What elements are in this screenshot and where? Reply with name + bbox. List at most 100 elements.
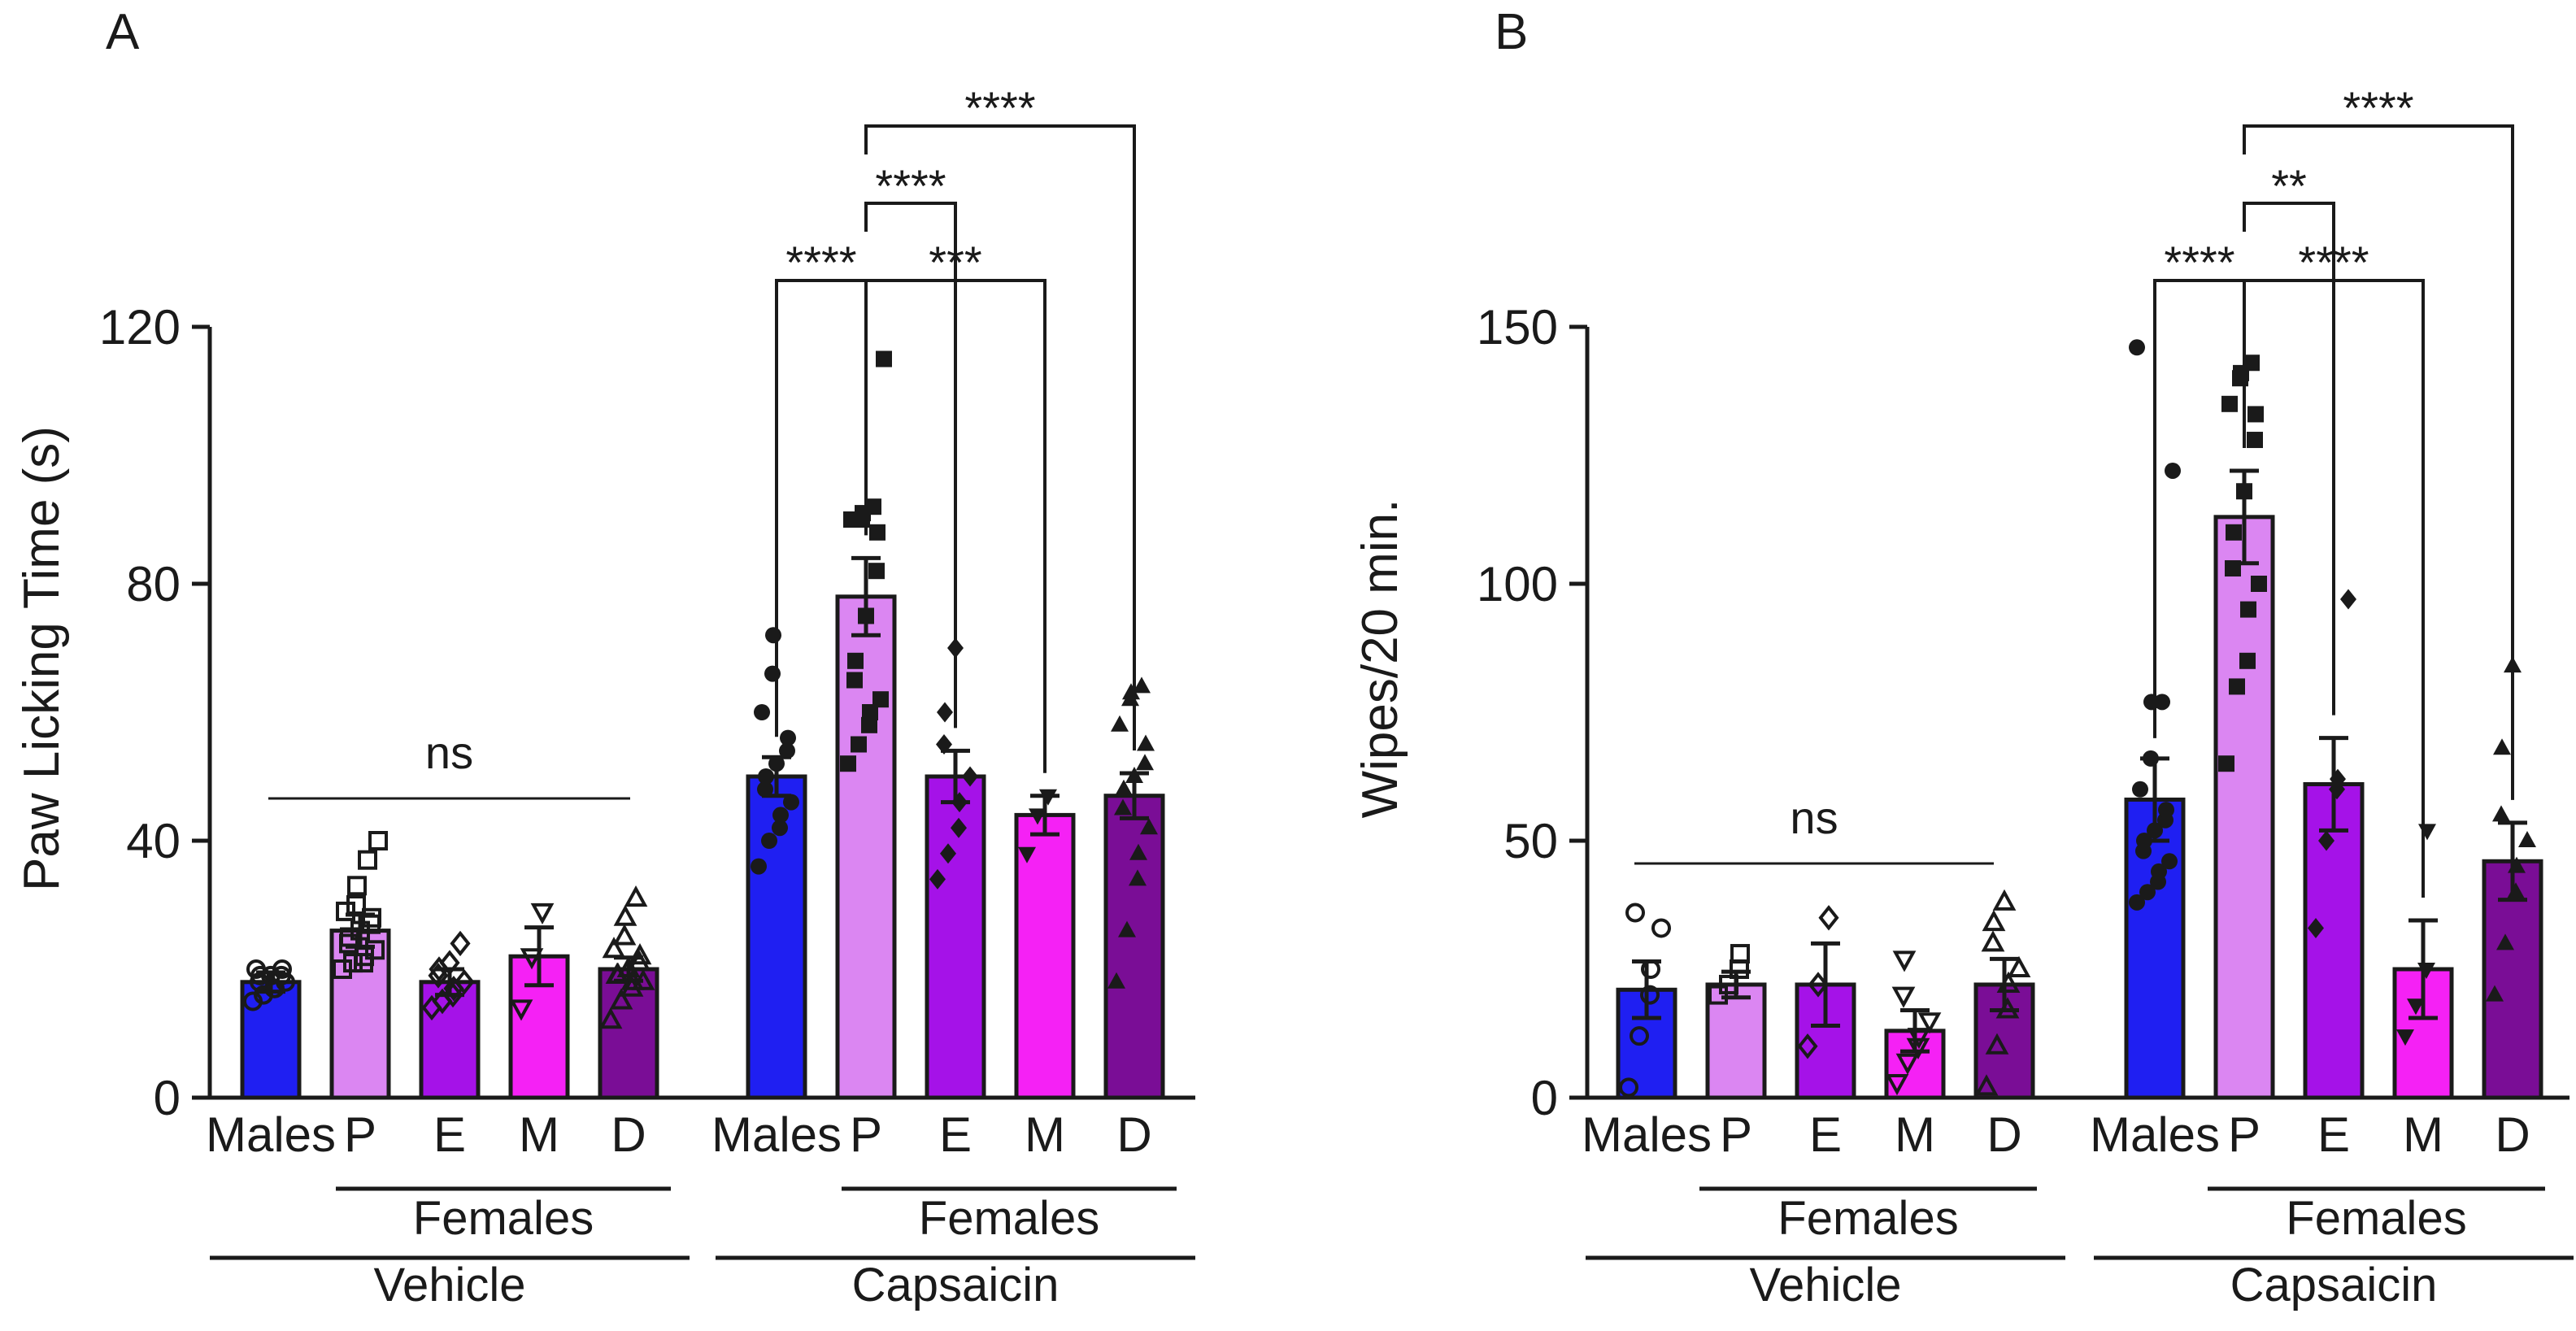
females-label: Females: [2286, 1192, 2466, 1245]
significance-label: ****: [2298, 237, 2369, 288]
x-tick-label: D: [611, 1107, 646, 1162]
y-tick-label: 0: [1531, 1071, 1558, 1125]
data-point: [861, 716, 877, 733]
data-point: [1641, 959, 1660, 979]
significance-bracket: [864, 279, 1046, 773]
x-tick-label: M: [1025, 1107, 1065, 1162]
data-point: [1029, 808, 1046, 825]
data-point: [758, 768, 774, 785]
x-tick-label: M: [1895, 1107, 1935, 1162]
panel-label: A: [106, 4, 140, 60]
data-point: [1129, 843, 1147, 860]
data-point: [272, 959, 292, 979]
significance-label: ****: [875, 160, 946, 211]
data-point: [1892, 950, 1917, 972]
significance-label: ****: [785, 237, 856, 288]
data-point: [2496, 933, 2514, 950]
data-point: [757, 781, 773, 798]
data-point: [772, 820, 788, 837]
data-point: [598, 1007, 623, 1029]
bar: [598, 967, 659, 1100]
data-point: [520, 948, 544, 970]
x-tick-label: E: [2317, 1107, 2350, 1162]
data-point: [606, 962, 630, 984]
data-point: [858, 607, 874, 624]
data-point: [346, 895, 366, 915]
data-point: [1129, 869, 1147, 886]
data-point: [862, 704, 878, 720]
group-label: Capsaicin: [852, 1259, 1060, 1311]
data-point: [1619, 1077, 1638, 1098]
data-point: [1906, 1037, 1930, 1059]
data-point: [1996, 971, 2021, 993]
data-point: [1995, 997, 2020, 1019]
data-point: [333, 959, 352, 979]
y-axis-label: Paw Licking Time (s): [14, 426, 70, 891]
data-point: [2493, 738, 2511, 755]
data-point: [1039, 789, 1057, 806]
significance-bracket: [2243, 279, 2425, 898]
comparison-label: ns: [1790, 792, 1838, 843]
data-point: [2417, 963, 2435, 979]
data-point: [761, 833, 777, 849]
data-point: [1107, 972, 1125, 989]
data-point: [1018, 846, 1036, 863]
data-point: [2518, 831, 2536, 847]
data-point: [869, 524, 886, 541]
x-tick-label: Males: [206, 1107, 336, 1162]
data-point: [246, 959, 266, 979]
data-point: [509, 999, 533, 1021]
data-point: [868, 563, 885, 580]
x-tick-label: M: [519, 1107, 559, 1162]
data-point: [2418, 824, 2436, 841]
data-point: [2136, 833, 2152, 849]
data-point: [628, 943, 652, 965]
data-point: [2340, 589, 2356, 610]
x-tick-label: Males: [1582, 1107, 1712, 1162]
females-label: Females: [919, 1192, 1099, 1245]
x-tick-label: D: [2495, 1107, 2530, 1162]
data-point: [624, 885, 648, 907]
significance-label: ***: [929, 237, 981, 288]
x-tick-label: P: [2228, 1107, 2261, 1162]
data-point: [2407, 998, 2425, 1016]
y-tick-label: 50: [1503, 814, 1558, 868]
significance-label: ****: [2343, 82, 2413, 133]
data-point: [1985, 1033, 2009, 1055]
data-point: [627, 949, 651, 972]
data-point: [1111, 715, 1129, 732]
x-tick-label: P: [850, 1107, 882, 1162]
group-vehicle: Males P E M D Females Vehicle ns: [1582, 792, 2065, 1311]
y-tick-label: 80: [126, 557, 181, 611]
data-point: [2486, 985, 2504, 1002]
data-point: [2251, 576, 2267, 592]
data-point: [2330, 768, 2346, 789]
data-point: [940, 843, 956, 864]
data-point: [2129, 339, 2145, 356]
females-label: Females: [413, 1192, 594, 1245]
group-label: Capsaicin: [2230, 1259, 2438, 1311]
data-point: [751, 858, 767, 875]
data-point: [2492, 805, 2510, 822]
data-point: [2154, 694, 2170, 711]
data-point: [454, 969, 475, 995]
data-point: [362, 907, 381, 928]
data-point: [2229, 678, 2245, 695]
x-tick-label: E: [939, 1107, 972, 1162]
group-label: Vehicle: [1749, 1259, 1901, 1311]
bar: [746, 774, 807, 1100]
data-point: [2236, 483, 2252, 500]
data-point: [439, 950, 460, 976]
x-tick-label: E: [1809, 1107, 1842, 1162]
data-point: [2007, 955, 2031, 977]
data-point: [631, 968, 655, 990]
y-tick-label: 120: [99, 300, 181, 354]
x-tick-label: Males: [2090, 1107, 2220, 1162]
comparison-label: ns: [425, 727, 473, 778]
data-point: [1885, 1074, 1909, 1096]
data-point: [2143, 750, 2159, 767]
data-point: [962, 766, 978, 787]
data-point: [851, 736, 867, 753]
